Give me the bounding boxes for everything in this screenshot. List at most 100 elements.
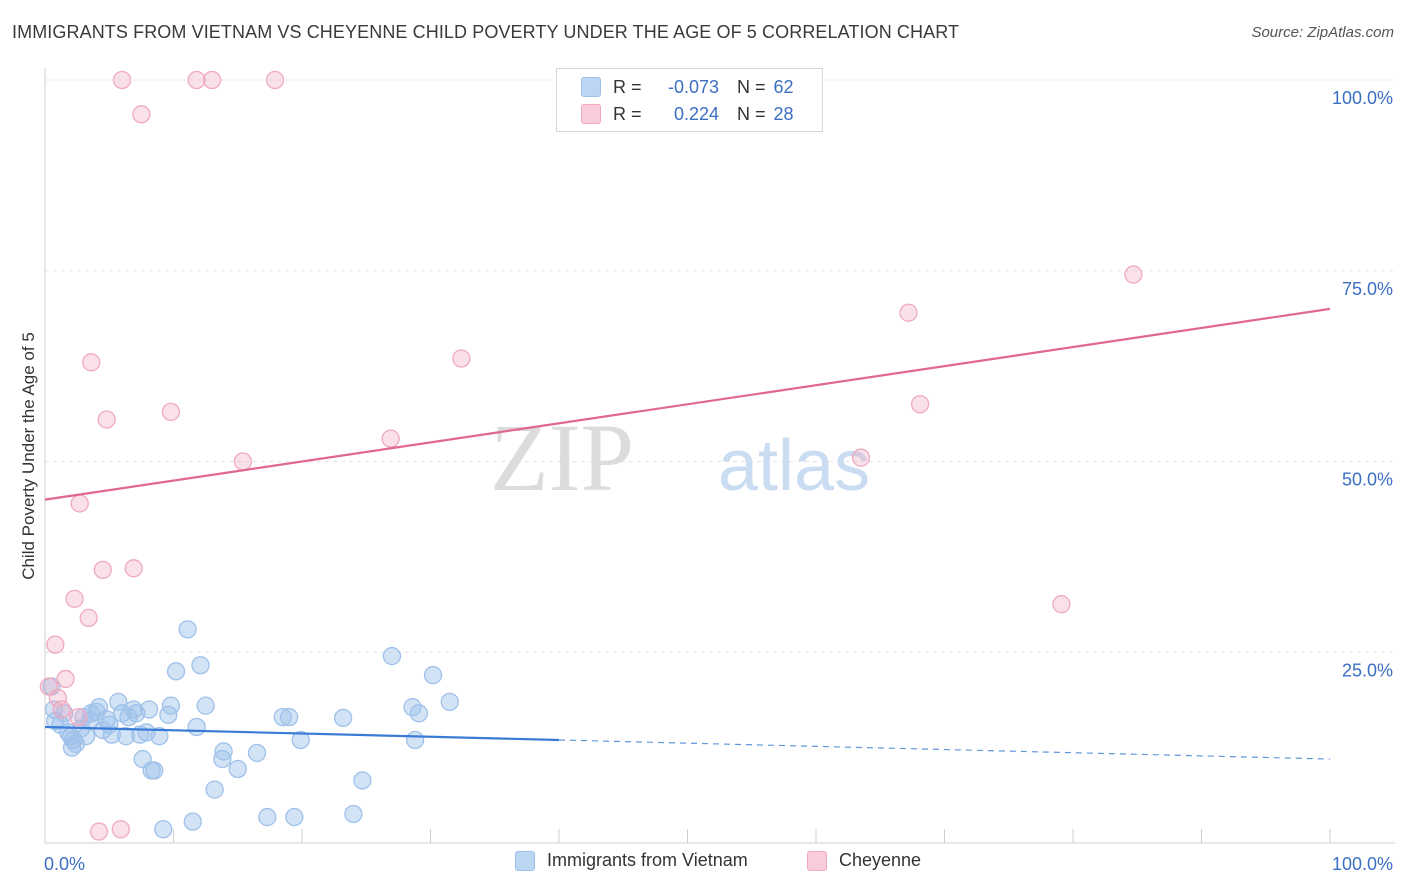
- cheyenne-point: [452, 349, 471, 368]
- n-label: N =: [737, 103, 766, 124]
- vietnam-point: [353, 771, 372, 790]
- vietnam-point: [258, 807, 277, 827]
- vietnam-point: [116, 727, 136, 746]
- cheyenne-swatch: [581, 104, 601, 124]
- vietnam-point: [102, 725, 121, 744]
- r-value: 0.224: [673, 103, 719, 124]
- watermark-atlas: atlas: [718, 426, 870, 506]
- r-label: R =: [613, 76, 642, 97]
- cheyenne-point: [265, 70, 285, 90]
- vietnam-point: [247, 743, 267, 763]
- cheyenne-point: [381, 429, 400, 448]
- cheyenne-point: [187, 70, 206, 90]
- chart-legend: Immigrants from Vietnam Cheyenne: [0, 850, 1406, 880]
- y-tick-label: 50.0%: [1342, 470, 1393, 490]
- vietnam-point: [166, 662, 186, 681]
- x-tick-label: 100.0%: [1332, 854, 1393, 874]
- cheyenne-point: [1124, 265, 1143, 284]
- vietnam-point: [409, 704, 429, 723]
- cheyenne-point: [910, 395, 930, 414]
- vietnam-point: [139, 700, 159, 719]
- y-axis-label: Child Poverty Under the Age of 5: [19, 332, 38, 580]
- cheyenne-point: [48, 688, 67, 708]
- n-label: N =: [737, 76, 766, 97]
- chart-source: Source: ZipAtlas.com: [1251, 24, 1394, 41]
- cheyenne-point: [111, 820, 130, 839]
- cheyenne-point: [70, 494, 89, 513]
- vietnam-point: [382, 646, 402, 666]
- chart-title: IMMIGRANTS FROM VIETNAM VS CHEYENNE CHIL…: [12, 22, 960, 42]
- trend-layer: [44, 307, 1331, 760]
- vietnam-point: [178, 620, 197, 639]
- legend-label-cheyenne: Cheyenne: [839, 850, 922, 870]
- vietnam-point: [109, 692, 128, 711]
- vietnam-point: [76, 727, 96, 746]
- cheyenne-point: [161, 402, 181, 422]
- cheyenne-point: [93, 560, 112, 579]
- vietnam-point: [228, 759, 247, 779]
- cheyenne-point: [202, 70, 222, 90]
- vietnam-point: [405, 730, 425, 750]
- cheyenne-point: [69, 707, 88, 727]
- axes-layer: 25.0% 50.0% 75.0% 100.0% 0.0% 100.0%: [44, 68, 1395, 874]
- vietnam-point: [183, 812, 202, 831]
- cheyenne-point: [97, 410, 116, 429]
- n-value: 28: [773, 103, 794, 124]
- vietnam-point: [344, 804, 363, 824]
- vietnam-point: [196, 696, 215, 715]
- cheyenne-point: [124, 559, 143, 578]
- vietnam-point: [187, 717, 206, 737]
- vietnam-point: [291, 730, 310, 750]
- vietnam-point: [333, 708, 353, 728]
- vietnam-point: [161, 696, 181, 715]
- cheyenne-point: [52, 700, 71, 719]
- legend-item-vietnam[interactable]: Immigrants from Vietnam: [515, 850, 748, 871]
- cheyenne-point: [56, 669, 75, 689]
- vietnam-point: [273, 707, 292, 727]
- y-tick-label: 25.0%: [1342, 660, 1393, 680]
- cheyenne-point: [82, 353, 101, 372]
- cheyenne-point: [233, 452, 253, 471]
- stats-row-vietnam: R = -0.073 N = 62: [581, 74, 794, 100]
- vietnam-point: [191, 656, 210, 675]
- cheyenne-point: [132, 105, 151, 124]
- vietnam-point: [154, 820, 173, 839]
- r-label: R =: [613, 103, 642, 124]
- grid-layer: [45, 79, 1395, 653]
- cheyenne-trend-line: [44, 307, 1331, 501]
- cheyenne-point: [89, 822, 109, 841]
- x-tick-label: 0.0%: [44, 854, 85, 874]
- vietnam-point: [423, 665, 443, 685]
- cheyenne-point: [899, 303, 918, 322]
- watermark-zip: ZIP: [490, 404, 634, 511]
- cheyenne-point: [46, 635, 65, 654]
- vietnam-point: [440, 692, 459, 711]
- legend-swatch-vietnam: [515, 850, 535, 871]
- r-value: -0.073: [667, 76, 719, 97]
- vietnam-point: [51, 715, 70, 734]
- y-tick-label: 100.0%: [1332, 88, 1393, 108]
- cheyenne-point: [112, 70, 132, 90]
- stats-row-cheyenne: R = 0.224 N = 28: [581, 101, 794, 127]
- correlation-stats-box: R = -0.073 N = 62 R = 0.224 N = 28: [556, 68, 823, 132]
- points-layer: [39, 70, 1143, 841]
- vietnam-trend-line: [44, 725, 560, 742]
- cheyenne-point: [79, 608, 98, 628]
- cheyenne-point: [65, 589, 84, 608]
- n-value: 62: [773, 76, 794, 97]
- legend-item-cheyenne[interactable]: Cheyenne: [807, 850, 921, 871]
- vietnam-point: [205, 780, 224, 799]
- vietnam-swatch: [581, 77, 601, 97]
- vietnam-point: [150, 727, 169, 746]
- legend-label-vietnam: Immigrants from Vietnam: [547, 850, 748, 870]
- watermark: ZIP atlas: [490, 404, 870, 511]
- vietnam-point: [279, 707, 299, 727]
- vietnam-point: [213, 749, 232, 769]
- vietnam-point: [214, 742, 233, 761]
- y-tick-label: 75.0%: [1342, 279, 1393, 299]
- cheyenne-point: [851, 448, 871, 467]
- vietnam-point: [145, 761, 164, 780]
- cheyenne-point: [1052, 595, 1071, 614]
- vietnam-trend-extension: [558, 739, 1331, 760]
